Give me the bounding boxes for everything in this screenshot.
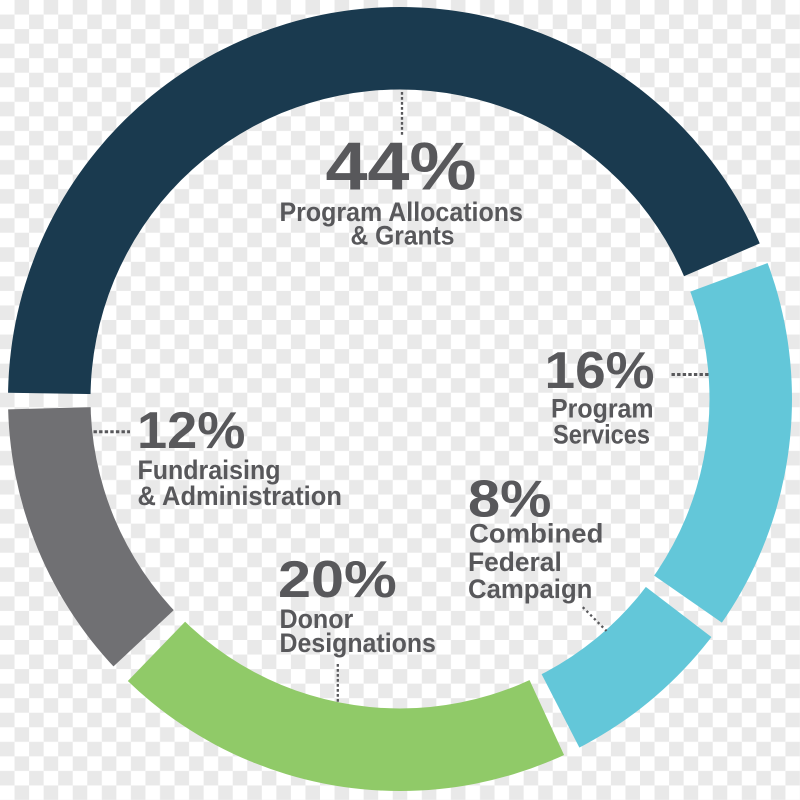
svg-text:Federal: Federal xyxy=(468,547,562,577)
svg-text:Designations: Designations xyxy=(280,628,436,658)
svg-text:Services: Services xyxy=(553,419,650,449)
svg-text:12%: 12% xyxy=(137,402,245,460)
svg-text:& Grants: & Grants xyxy=(351,221,455,251)
svg-text:& Administration: & Administration xyxy=(138,481,342,511)
svg-text:Combined: Combined xyxy=(469,519,603,549)
svg-text:Fundraising: Fundraising xyxy=(138,455,281,485)
svg-text:44%: 44% xyxy=(326,129,477,205)
svg-text:Program: Program xyxy=(551,393,654,423)
svg-text:8%: 8% xyxy=(468,470,551,528)
svg-text:16%: 16% xyxy=(545,342,655,400)
svg-text:Program Allocations: Program Allocations xyxy=(280,197,523,227)
svg-text:20%: 20% xyxy=(278,551,397,609)
svg-text:Campaign: Campaign xyxy=(468,574,592,604)
svg-text:Donor: Donor xyxy=(280,604,354,634)
